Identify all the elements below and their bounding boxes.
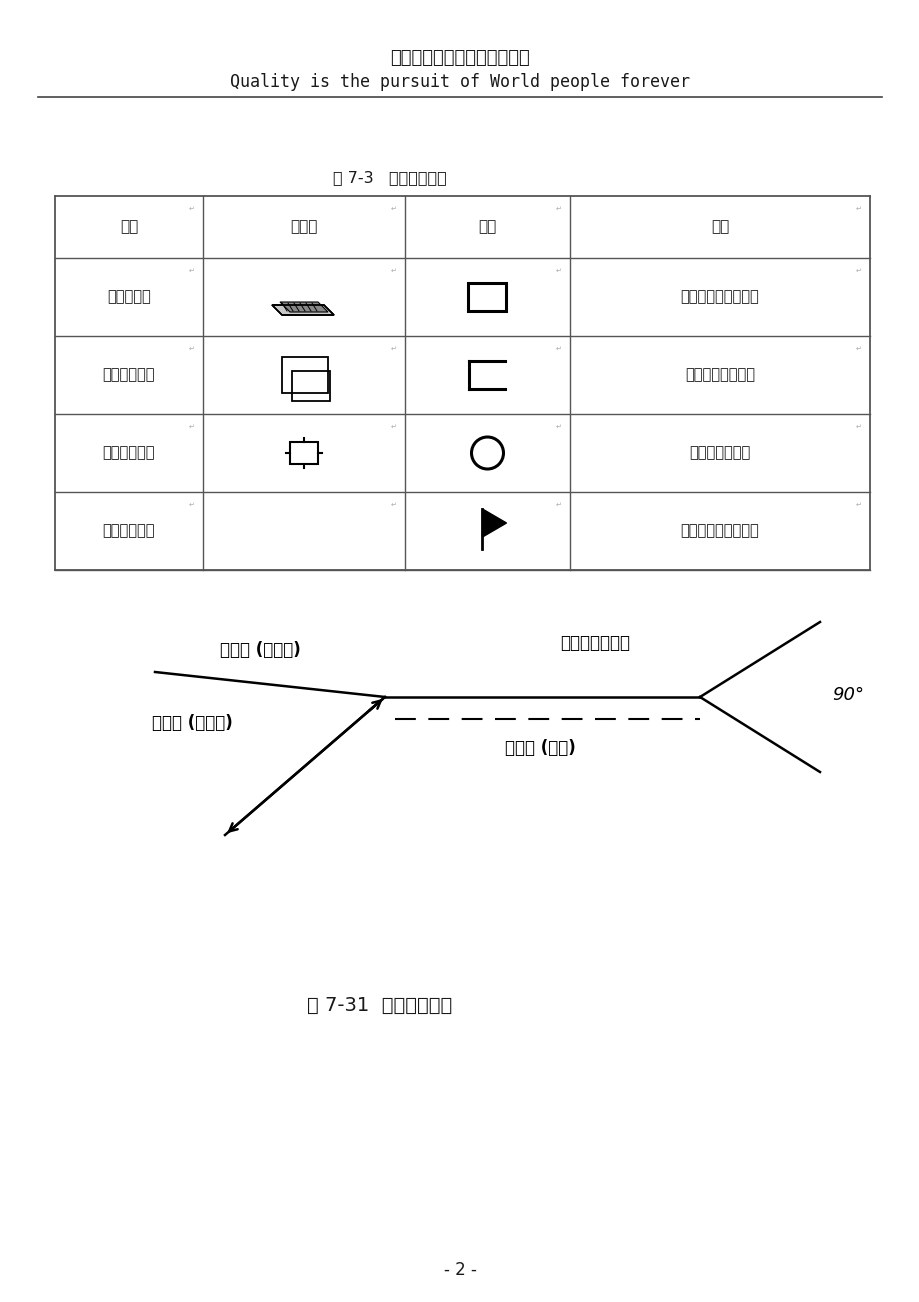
Text: ↵: ↵ — [856, 268, 861, 273]
Text: ↵: ↵ — [391, 424, 397, 430]
Text: 图 7-31  焊缝的指引线: 图 7-31 焊缝的指引线 — [307, 996, 452, 1014]
Text: 三面焊缝符号: 三面焊缝符号 — [103, 367, 155, 383]
Text: ↵: ↵ — [189, 424, 195, 430]
Text: ↵: ↵ — [189, 346, 195, 352]
Text: ↵: ↵ — [391, 206, 397, 212]
Text: - 2 -: - 2 - — [443, 1262, 476, 1279]
Polygon shape — [272, 305, 334, 315]
Text: ↵: ↵ — [555, 424, 562, 430]
Text: ↵: ↵ — [189, 503, 195, 508]
Text: ↵: ↵ — [391, 346, 397, 352]
Text: 基准线 (虚线): 基准线 (虚线) — [505, 740, 574, 756]
Polygon shape — [482, 509, 506, 536]
Text: ↵: ↵ — [555, 503, 562, 508]
Text: ↵: ↵ — [189, 206, 195, 212]
Text: 表明焊缝底部有垫板: 表明焊缝底部有垫板 — [680, 289, 758, 305]
Text: 基准线 (细实线): 基准线 (细实线) — [220, 641, 300, 659]
Text: ↵: ↵ — [555, 268, 562, 273]
Text: 说明: 说明 — [710, 220, 729, 234]
Text: ↵: ↵ — [555, 206, 562, 212]
Text: 必要时加画尾部: 必要时加画尾部 — [560, 634, 630, 652]
Text: 箭头线 (细实线): 箭头线 (细实线) — [152, 713, 233, 732]
Text: 表示在现场进行焊接: 表示在现场进行焊接 — [680, 523, 758, 539]
Polygon shape — [279, 302, 328, 312]
Text: 周围焊缝符号: 周围焊缝符号 — [103, 445, 155, 461]
Text: ↵: ↵ — [856, 503, 861, 508]
Text: ↵: ↵ — [391, 268, 397, 273]
Bar — [468, 283, 506, 311]
Bar — [291, 371, 330, 401]
Text: 90°: 90° — [831, 686, 863, 704]
Text: ↵: ↵ — [189, 268, 195, 273]
Text: ↵: ↵ — [555, 346, 562, 352]
Text: 质量是沃得人永远不变的追求: 质量是沃得人永远不变的追求 — [390, 49, 529, 66]
Text: Quality is the pursuit of World people forever: Quality is the pursuit of World people f… — [230, 73, 689, 91]
Text: ↵: ↵ — [856, 424, 861, 430]
Text: 示意图: 示意图 — [290, 220, 317, 234]
Bar — [289, 441, 318, 464]
Text: 表 7-3   焊缝补充符号: 表 7-3 焊缝补充符号 — [333, 171, 447, 185]
Bar — [282, 357, 328, 393]
Text: ↵: ↵ — [856, 346, 861, 352]
Text: 现场焊接符号: 现场焊接符号 — [103, 523, 155, 539]
Text: 符号: 符号 — [478, 220, 496, 234]
Text: 表示三面带有焊缝: 表示三面带有焊缝 — [685, 367, 754, 383]
Text: 带垫板符号: 带垫板符号 — [107, 289, 151, 305]
Text: ↵: ↵ — [856, 206, 861, 212]
Text: 表示四周有焊缝: 表示四周有焊缝 — [688, 445, 750, 461]
Text: 名称: 名称 — [119, 220, 138, 234]
Text: ↵: ↵ — [391, 503, 397, 508]
